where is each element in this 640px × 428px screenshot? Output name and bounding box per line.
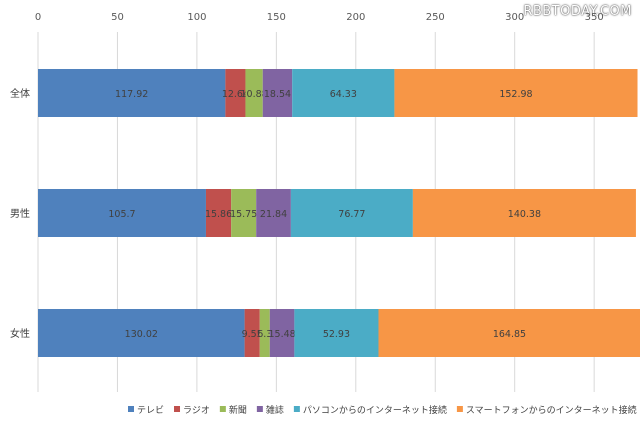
bar-0-1 xyxy=(225,69,246,117)
bar-0-4 xyxy=(292,69,395,117)
data-label-2-1: 9.55 xyxy=(242,329,263,340)
data-label-0-3: 18.54 xyxy=(264,89,291,100)
data-label-0-4: 64.33 xyxy=(330,89,357,100)
category-label-0: 全体 xyxy=(10,87,30,100)
bar-2-5 xyxy=(378,309,640,357)
data-label-1-2: 15.75 xyxy=(230,209,257,220)
data-label-0-2: 10.88 xyxy=(241,89,268,100)
x-tick-label-3: 150 xyxy=(267,12,286,23)
bar-0-0 xyxy=(38,69,226,117)
legend-label-3: 雑誌 xyxy=(266,404,284,416)
bar-0-2 xyxy=(245,69,263,117)
category-label-2: 女性 xyxy=(10,327,30,340)
data-label-2-3: 15.48 xyxy=(268,329,295,340)
bar-1-0 xyxy=(38,189,206,237)
legend-label-2: 新聞 xyxy=(229,404,247,416)
bar-2-4 xyxy=(294,309,379,357)
legend-swatch-0 xyxy=(128,406,134,412)
bar-2-3 xyxy=(269,309,295,357)
bar-1-3 xyxy=(256,189,291,237)
data-label-1-3: 21.84 xyxy=(260,209,287,220)
watermark: RBBTODAY.COM xyxy=(523,4,632,19)
legend-swatch-1 xyxy=(174,406,181,412)
legend-swatch-5 xyxy=(456,406,463,412)
x-tick-label-4: 200 xyxy=(346,12,365,23)
data-label-0-5: 152.98 xyxy=(499,89,532,100)
bar-2-0 xyxy=(38,309,245,357)
data-label-2-2: 6.3 xyxy=(257,329,272,340)
legend-label-1: ラジオ xyxy=(183,405,210,416)
bar-2-2 xyxy=(259,309,270,357)
bar-1-4 xyxy=(290,189,413,237)
legend-swatch-4 xyxy=(293,406,300,412)
x-tick-label-6: 300 xyxy=(505,12,524,23)
bar-0-5 xyxy=(394,69,638,117)
bar-1-5 xyxy=(412,189,636,237)
x-tick-label-0: 0 xyxy=(35,12,41,23)
data-label-2-5: 164.85 xyxy=(493,329,526,340)
data-label-0-0: 117.92 xyxy=(115,89,148,100)
legend-label-4: パソコンからのインターネット接続 xyxy=(303,404,447,416)
bar-1-2 xyxy=(231,189,257,237)
data-label-0-1: 12.64 xyxy=(222,89,249,100)
bar-1-1 xyxy=(205,189,232,237)
data-label-1-0: 105.7 xyxy=(108,209,135,220)
x-tick-label-1: 50 xyxy=(111,12,124,23)
data-label-2-0: 130.02 xyxy=(125,329,158,340)
bar-2-1 xyxy=(244,309,260,357)
category-label-1: 男性 xyxy=(10,207,30,220)
data-label-1-4: 76.77 xyxy=(338,209,365,220)
data-label-2-4: 52.93 xyxy=(323,329,350,340)
data-label-1-5: 140.38 xyxy=(508,209,541,220)
x-tick-label-7: 350 xyxy=(585,12,604,23)
bar-0-3 xyxy=(262,69,293,117)
legend-label-0: テレビ xyxy=(137,405,164,416)
x-tick-label-2: 100 xyxy=(187,12,206,23)
legend-swatch-2 xyxy=(219,406,226,412)
data-label-1-1: 15.86 xyxy=(205,209,232,220)
legend-swatch-3 xyxy=(256,406,263,412)
legend-label-5: スマートフォンからのインターネット接続 xyxy=(466,404,637,416)
x-tick-label-5: 250 xyxy=(426,12,445,23)
